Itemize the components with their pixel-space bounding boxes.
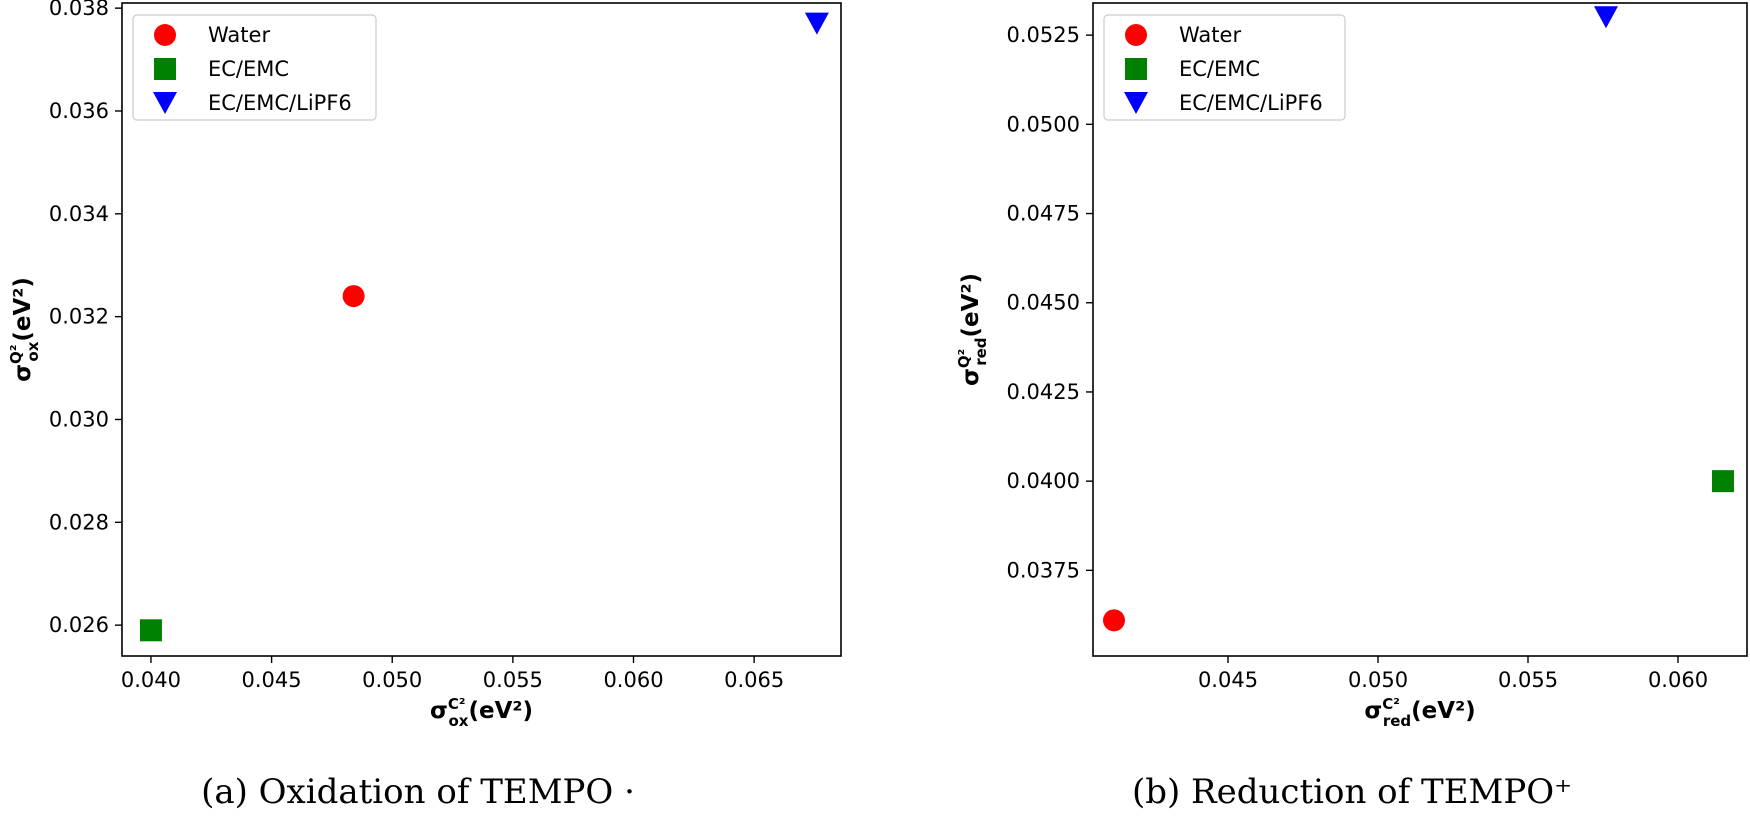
y-tick-label: 0.0400 [1007,469,1080,493]
y-tick-label: 0.028 [49,510,109,534]
legend-marker [1125,58,1147,80]
data-point-ec-emc-lipf6 [804,12,829,35]
y-axis-label: σQ²ox(eV²) [7,277,42,382]
legend-entry-label: EC/EMC [208,57,289,81]
x-tick-label: 0.050 [362,668,422,692]
legend-box [1103,14,1346,121]
legend-entry-label: EC/EMC/LiPF6 [208,91,352,115]
y-tick-label: 0.038 [49,0,109,20]
data-point-water [1103,609,1125,632]
legend-marker [154,58,176,80]
legend-entry-label: EC/EMC/LiPF6 [1179,91,1323,115]
y-tick-label: 0.036 [49,99,109,123]
y-axis-label: σQ²red(eV²) [955,273,990,386]
chart-panel-a: 0.040 0.045 0.050 0.055 0.060 0.065 0.026 0.028… [7,0,842,812]
plot-frame [121,2,842,657]
plot-frame [1092,2,1748,657]
data-point-water [342,285,365,308]
x-tick-label: 0.060 [1648,668,1708,692]
x-tick-label: 0.065 [724,668,784,692]
y-tick-label: 0.0375 [1007,558,1080,582]
y-tick-label: 0.0500 [1007,112,1080,136]
legend-box [132,14,377,121]
x-tick-label: 0.055 [1498,668,1558,692]
x-tick-label: 0.060 [603,668,663,692]
x-tick-label: 0.045 [242,668,302,692]
legend-marker [154,24,176,46]
x-axis-label: σC² red(eV²) [1364,695,1475,730]
x-tick-label: 0.055 [483,668,543,692]
y-tick-label: 0.030 [49,407,109,431]
x-tick-label: 0.045 [1198,668,1258,692]
legend-entry-label: EC/EMC [1179,57,1260,81]
x-tick-label: 0.040 [121,668,181,692]
y-tick-label: 0.034 [49,202,109,226]
panel-caption: (a) Oxidation of TEMPO · [201,772,635,812]
y-tick-label: 0.0475 [1007,202,1080,226]
legend-marker [1124,92,1148,114]
chart-panel-b: 0.045 0.050 0.055 0.060 0.0375 0.0400 0.0425 0.… [955,2,1748,812]
y-tick-label: 0.026 [49,613,109,637]
legend-entry-label: Water [1179,23,1241,47]
legend: Water EC/EMC EC/EMC/LiPF6 [132,14,377,121]
y-tick-label: 0.0450 [1007,291,1080,315]
y-tick-label: 0.0525 [1007,23,1080,47]
legend-marker [153,92,177,114]
data-point-ec-emc [1712,470,1734,493]
data-point-ec-emc-lipf6 [1594,6,1618,29]
legend-entry-label: Water [208,23,270,47]
x-tick-label: 0.050 [1348,668,1408,692]
legend: Water EC/EMC EC/EMC/LiPF6 [1103,14,1346,121]
x-axis-label: σC² ox(eV²) [430,695,533,730]
legend-marker [1125,24,1147,46]
panel-caption: (b) Reduction of TEMPO⁺ [1132,772,1572,812]
data-point-ec-emc [139,619,162,642]
y-tick-label: 0.032 [49,305,109,329]
y-tick-label: 0.0425 [1007,380,1080,404]
